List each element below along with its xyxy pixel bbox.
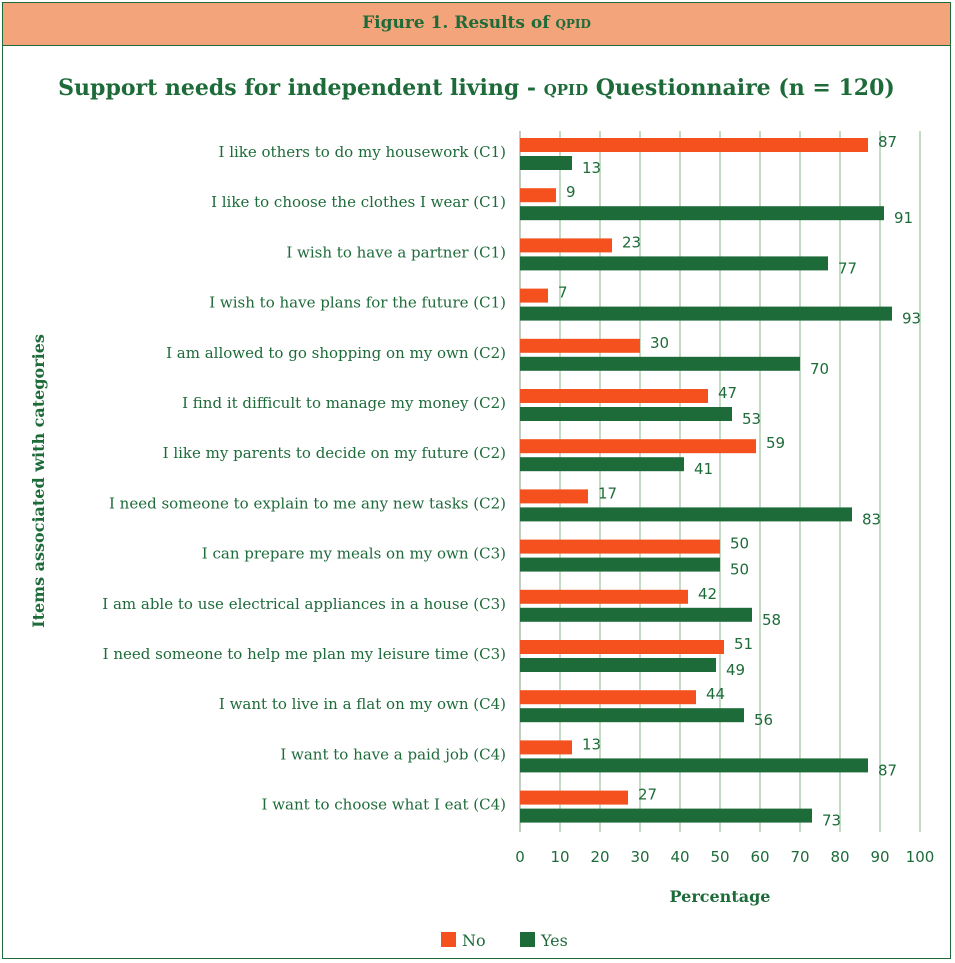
- bar-no: [520, 640, 724, 654]
- x-axis-title: Percentage: [670, 887, 771, 906]
- category-label: I wish to have a partner (C1): [286, 243, 506, 261]
- data-label-yes: 70: [810, 360, 829, 378]
- bar-no: [520, 389, 708, 403]
- data-label-yes: 53: [742, 410, 761, 428]
- category-label: I am able to use electrical appliances i…: [102, 595, 506, 613]
- bar-no: [520, 740, 572, 755]
- x-tick-label: 90: [870, 848, 889, 866]
- x-tick-label: 30: [630, 848, 649, 866]
- category-label: I like to choose the clothes I wear (C1): [211, 193, 506, 211]
- chart-title-part-2: qpid: [543, 75, 589, 101]
- data-label-no: 7: [558, 284, 568, 302]
- bar-yes: [520, 306, 892, 321]
- figure-label-prefix: Figure 1. Results of: [362, 13, 556, 33]
- bar-yes: [520, 708, 744, 723]
- bar-yes: [520, 156, 572, 170]
- data-label-yes: 58: [762, 611, 781, 629]
- category-label: I can prepare my meals on my own (C3): [202, 545, 506, 563]
- category-label: I wish to have plans for the future (C1): [209, 294, 506, 312]
- data-label-yes: 93: [902, 310, 921, 328]
- figure-label-abbrev: qpid: [555, 13, 591, 33]
- data-label-no: 27: [638, 786, 657, 804]
- bar-no: [520, 589, 688, 604]
- data-label-yes: 56: [754, 711, 773, 729]
- data-label-yes: 50: [730, 561, 749, 579]
- chart-title-part-3: Questionnaire (n = 120): [588, 75, 895, 101]
- category-label: I need someone to explain to me any new …: [109, 494, 506, 512]
- bar-yes: [520, 808, 812, 823]
- bar-yes: [520, 206, 884, 221]
- figure-header: Figure 1. Results of qpid: [3, 3, 950, 46]
- x-tick-label: 100: [906, 848, 935, 866]
- bar-no: [520, 790, 628, 805]
- legend-label-yes: Yes: [540, 931, 568, 950]
- bar-no: [520, 238, 612, 253]
- category-label: I need someone to help me plan my leisur…: [103, 645, 506, 663]
- data-label-yes: 41: [694, 460, 713, 478]
- category-label: I find it difficult to manage my money (…: [182, 394, 506, 412]
- data-label-no: 87: [878, 133, 897, 151]
- bar-no: [520, 539, 720, 554]
- x-tick-label: 0: [515, 848, 525, 866]
- category-label: I want to live in a flat on my own (C4): [219, 695, 506, 713]
- data-label-yes: 49: [726, 661, 745, 679]
- category-label: I want to have a paid job (C4): [280, 745, 506, 763]
- bar-no: [520, 439, 756, 454]
- data-label-no: 17: [598, 484, 617, 502]
- data-label-no: 44: [706, 685, 725, 703]
- legend-swatch-yes: [520, 932, 535, 947]
- x-tick-label: 40: [670, 848, 689, 866]
- bar-yes: [520, 256, 828, 271]
- data-label-no: 9: [566, 183, 576, 201]
- data-label-no: 51: [734, 635, 753, 653]
- data-label-no: 23: [622, 233, 641, 251]
- data-label-yes: 83: [862, 510, 881, 528]
- legend-label-no: No: [462, 931, 486, 950]
- data-label-no: 47: [718, 384, 737, 402]
- legend-swatch-no: [441, 932, 456, 947]
- data-label-no: 50: [730, 535, 749, 553]
- data-label-yes: 13: [582, 159, 601, 177]
- data-label-no: 42: [698, 585, 717, 603]
- data-label-no: 30: [650, 334, 669, 352]
- x-tick-label: 50: [710, 848, 729, 866]
- category-label: I want to choose what I eat (C4): [262, 796, 507, 814]
- y-axis-title: Items associated with categories: [29, 334, 48, 628]
- category-label: I like my parents to decide on my future…: [163, 444, 506, 462]
- data-label-yes: 77: [838, 259, 857, 277]
- data-label-yes: 73: [822, 812, 841, 830]
- x-tick-label: 20: [590, 848, 609, 866]
- bar-no: [520, 489, 588, 504]
- x-tick-label: 10: [550, 848, 569, 866]
- figure-label: Figure 1. Results of qpid: [3, 13, 950, 33]
- bar-yes: [520, 658, 716, 672]
- x-tick-label: 60: [750, 848, 769, 866]
- bar-yes: [520, 457, 684, 472]
- bar-yes: [520, 356, 800, 371]
- bar-yes: [520, 758, 868, 773]
- data-label-yes: 87: [878, 761, 897, 779]
- x-tick-label: 80: [830, 848, 849, 866]
- data-label-yes: 91: [894, 209, 913, 227]
- chart-title: Support needs for independent living - q…: [3, 75, 950, 101]
- bar-no: [520, 138, 868, 152]
- bar-no: [520, 690, 696, 705]
- bar-no: [520, 288, 548, 303]
- data-label-no: 59: [766, 434, 785, 452]
- bar-yes: [520, 407, 732, 421]
- bar-yes: [520, 507, 852, 522]
- category-label: I am allowed to go shopping on my own (C…: [166, 344, 506, 362]
- category-label: I like others to do my housework (C1): [219, 143, 507, 161]
- data-label-no: 13: [582, 735, 601, 753]
- chart-title-part-1: Support needs for independent living -: [58, 75, 544, 101]
- bar-yes: [520, 557, 720, 572]
- x-tick-label: 70: [790, 848, 809, 866]
- bar-no: [520, 338, 640, 353]
- bar-yes: [520, 607, 752, 622]
- bar-no: [520, 188, 556, 203]
